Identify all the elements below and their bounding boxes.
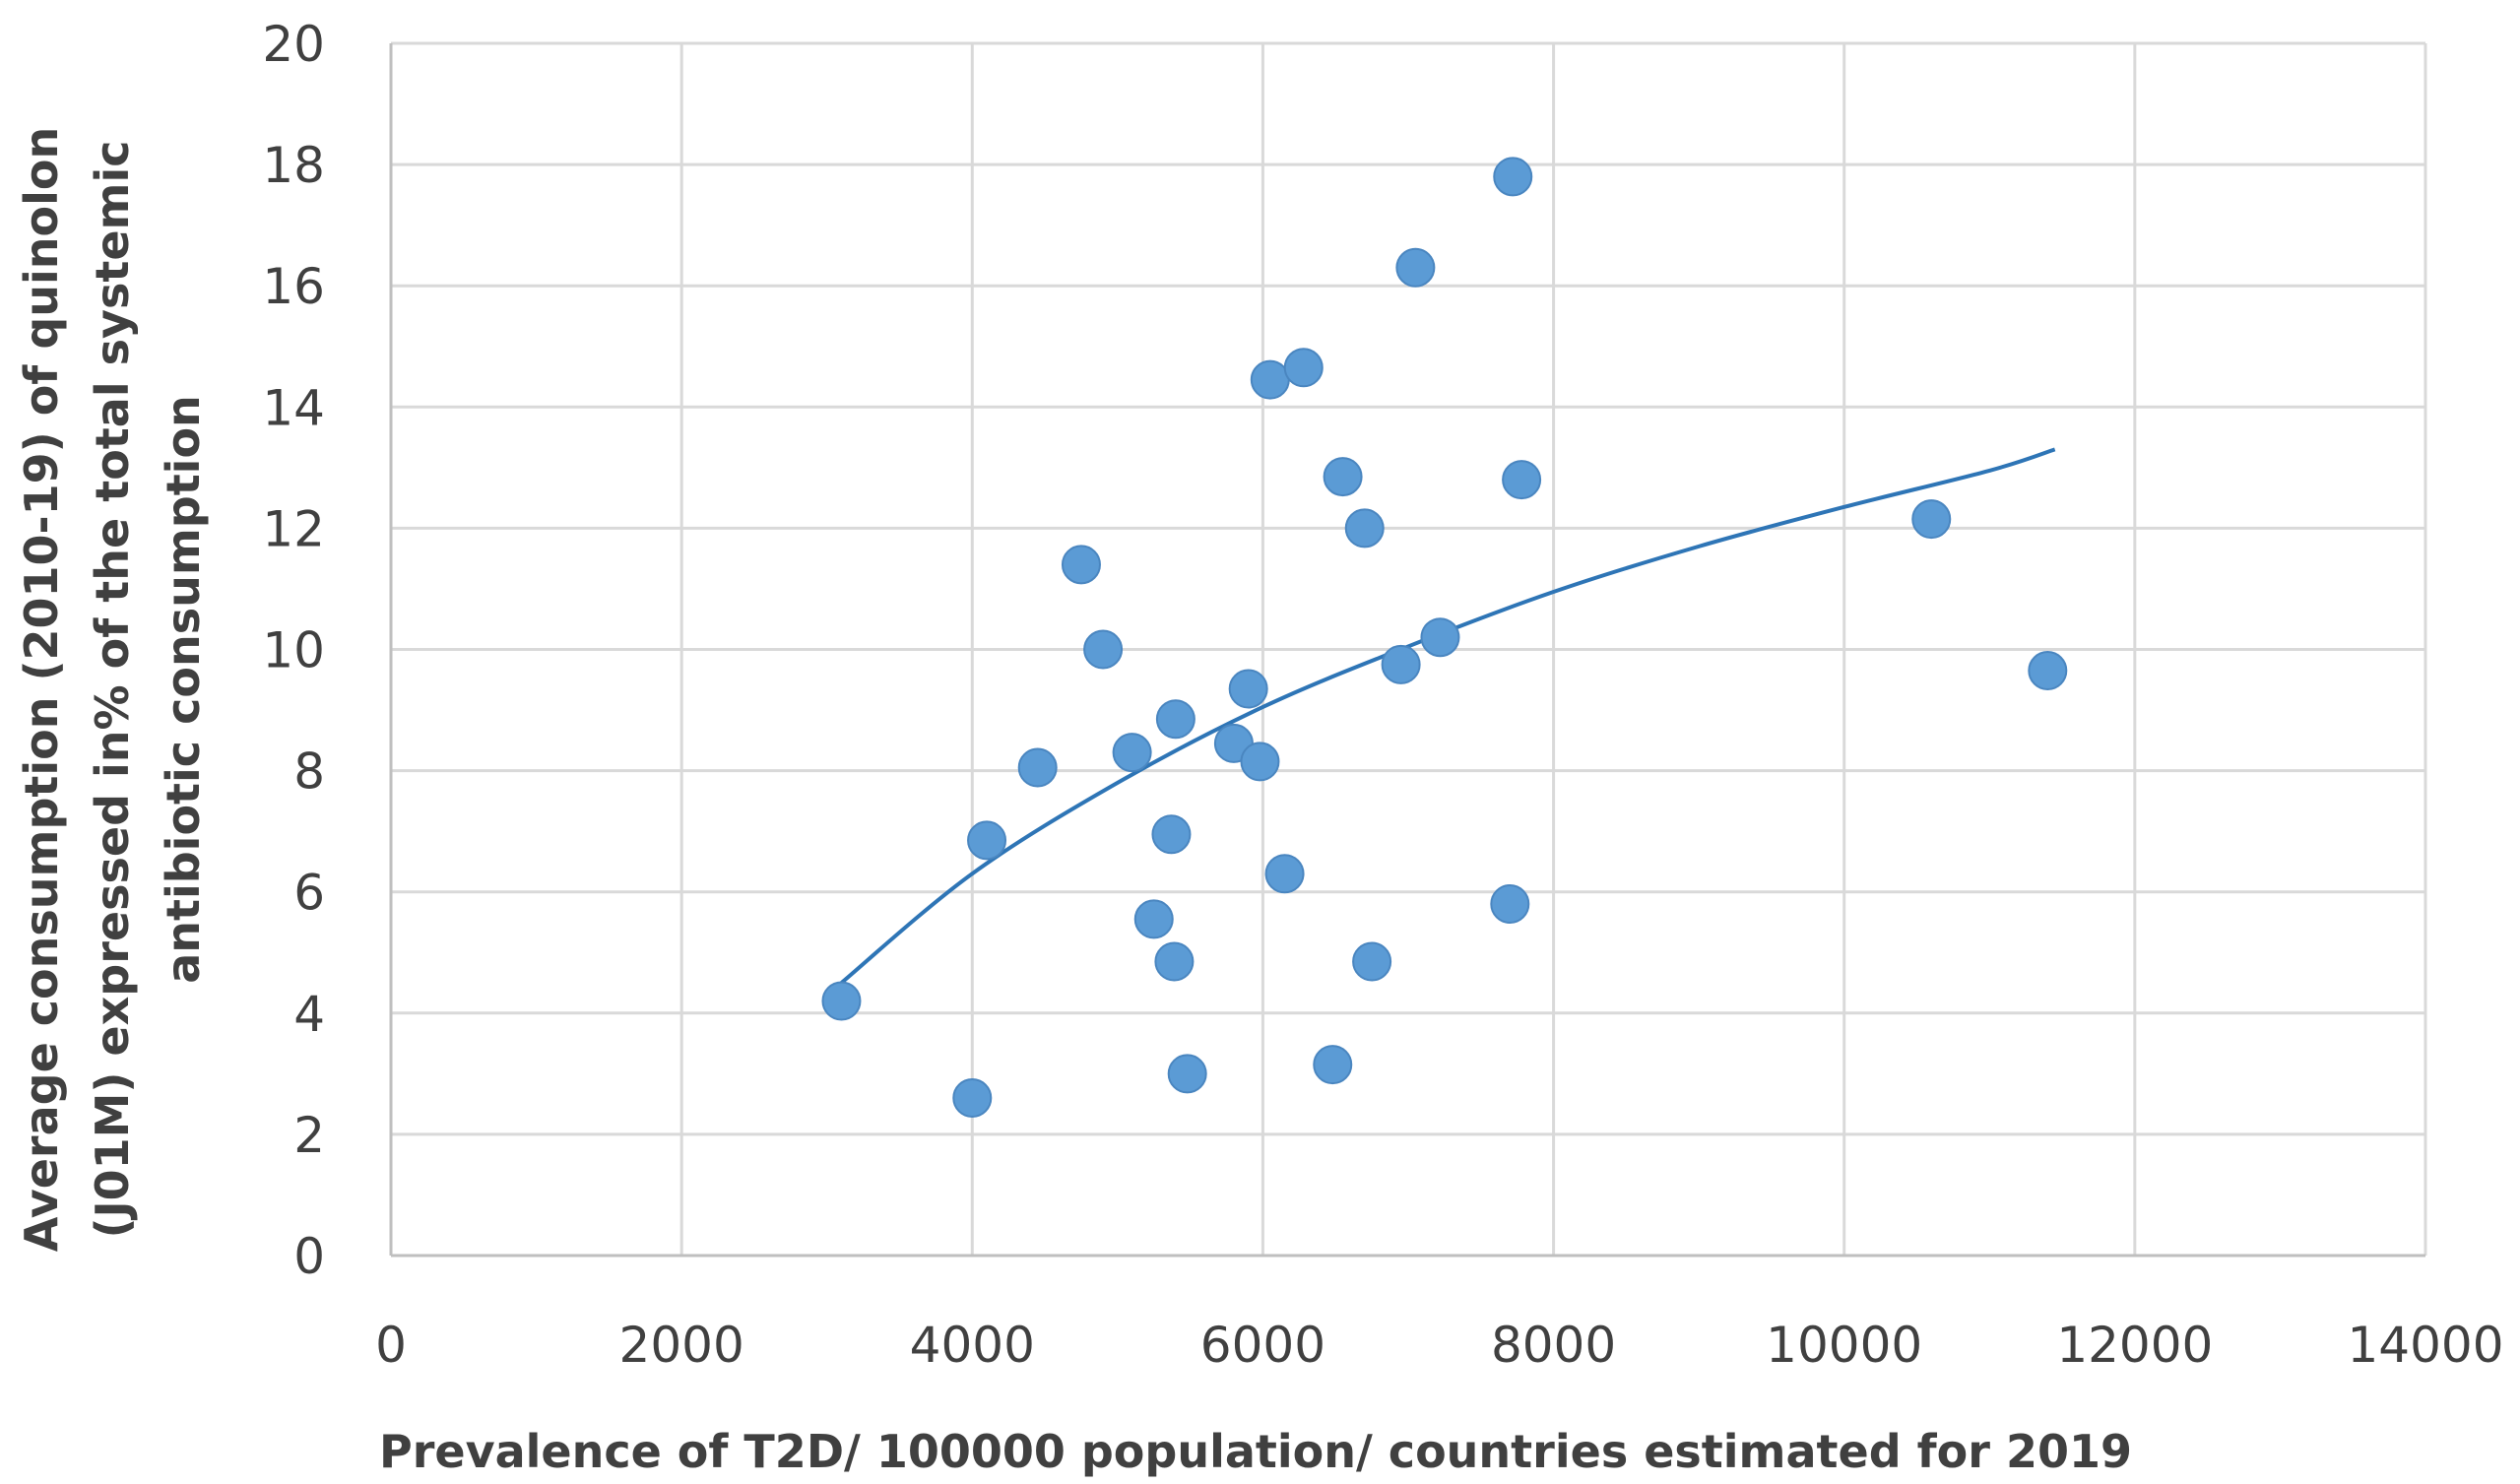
data-point — [1381, 644, 1421, 684]
data-point — [1228, 669, 1268, 709]
x-tick-label: 8000 — [1491, 1317, 1616, 1374]
data-point — [1154, 941, 1195, 982]
data-point — [1395, 247, 1436, 288]
data-point — [1083, 629, 1124, 670]
data-point — [1344, 508, 1385, 548]
x-tick-label: 12000 — [2056, 1317, 2213, 1374]
y-tick-label: 20 — [262, 16, 325, 73]
data-point — [967, 820, 1007, 861]
data-point — [2028, 651, 2068, 691]
data-point — [1283, 348, 1324, 388]
data-point — [1490, 884, 1530, 925]
data-point — [1133, 899, 1174, 939]
x-tick-label: 14000 — [2347, 1317, 2503, 1374]
data-point — [821, 981, 862, 1021]
y-axis-title-line: Average consumption (2010-19) of quinolo… — [15, 127, 68, 1252]
y-tick-label: 0 — [293, 1228, 325, 1285]
data-point — [1502, 460, 1542, 500]
y-tick-label: 6 — [293, 865, 325, 922]
data-point — [1017, 747, 1058, 788]
y-tick-label: 12 — [262, 500, 325, 557]
y-tick-label: 8 — [293, 743, 325, 801]
x-axis-title: Prevalence of T2D/ 100000 population/ co… — [379, 1425, 2132, 1478]
data-point — [1352, 941, 1392, 982]
y-tick-label: 10 — [262, 622, 325, 679]
data-point — [1264, 854, 1305, 894]
y-axis-title-line: (J01M) expressed in% of the total system… — [86, 140, 139, 1238]
data-point — [1313, 1045, 1353, 1085]
y-axis-title: Average consumption (2010-19) of quinolo… — [15, 127, 210, 1252]
data-point — [1155, 699, 1195, 740]
x-tick-label: 4000 — [910, 1317, 1035, 1374]
grid-layer — [391, 41, 2427, 1256]
y-tick-label: 14 — [262, 379, 325, 436]
y-tick-label: 18 — [262, 137, 325, 194]
data-point — [1250, 359, 1290, 400]
y-axis-title-line: antibiotic consumption — [157, 395, 210, 984]
data-point — [1061, 545, 1101, 585]
y-tick-label: 16 — [262, 258, 325, 315]
data-point — [1112, 733, 1152, 773]
x-tick-label: 10000 — [1766, 1317, 1922, 1374]
data-point — [1911, 499, 1952, 540]
data-point — [1240, 742, 1280, 782]
data-point — [952, 1077, 993, 1118]
x-tick-label: 0 — [375, 1317, 407, 1374]
x-tick-label: 6000 — [1200, 1317, 1325, 1374]
labels-layer: 0 2000 4000 6000 8000 10000 12000 14000 0 2 4 6 8 10 1… — [262, 16, 2503, 1374]
x-tick-label: 2000 — [619, 1317, 744, 1374]
y-tick-label: 2 — [293, 1107, 325, 1164]
axis-layer — [389, 43, 2425, 1258]
data-point — [1420, 617, 1460, 658]
points-layer — [821, 157, 2068, 1118]
data-point — [1151, 814, 1192, 855]
data-point — [1493, 157, 1533, 197]
data-point — [1167, 1054, 1207, 1094]
data-point — [1323, 457, 1363, 497]
y-tick-label: 4 — [293, 986, 325, 1043]
